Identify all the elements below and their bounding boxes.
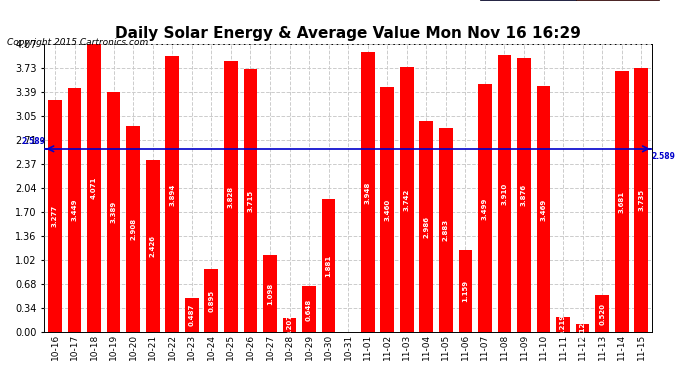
Text: 3.735: 3.735 [638,189,644,211]
Text: 0.120: 0.120 [580,317,586,339]
Bar [517,57,531,332]
Text: 3.742: 3.742 [404,189,410,211]
Text: 3.828: 3.828 [228,186,234,208]
Bar [634,68,648,332]
Bar [361,53,375,332]
Bar [204,269,218,332]
Bar [126,126,140,332]
Bar [595,296,609,332]
Text: 3.681: 3.681 [619,191,624,213]
Text: 3.894: 3.894 [169,183,175,206]
Text: 3.499: 3.499 [482,197,488,219]
Title: Daily Solar Energy & Average Value Mon Nov 16 16:29: Daily Solar Energy & Average Value Mon N… [115,26,581,41]
Text: 2.426: 2.426 [150,236,156,257]
Text: 3.449: 3.449 [72,199,77,221]
Text: 1.159: 1.159 [462,280,469,302]
Text: 3.460: 3.460 [384,199,391,221]
Text: 1.881: 1.881 [326,255,332,277]
Bar [439,128,453,332]
Bar [478,84,492,332]
Text: 0.520: 0.520 [599,303,605,325]
Text: 3.948: 3.948 [365,181,371,204]
Bar [497,55,511,332]
Text: 3.876: 3.876 [521,184,527,206]
Bar [615,71,629,332]
Text: 1.098: 1.098 [267,282,273,304]
Bar [556,317,570,332]
Bar [400,67,413,332]
Bar [420,121,433,332]
Bar [380,87,394,332]
Text: 2.883: 2.883 [443,219,448,241]
Text: 0.648: 0.648 [306,298,312,321]
Text: 2.908: 2.908 [130,218,136,240]
Bar [166,56,179,332]
Bar [302,286,316,332]
Bar [107,92,121,332]
Text: Copyright 2015 Cartronics.com: Copyright 2015 Cartronics.com [7,38,148,47]
Text: 2.986: 2.986 [423,216,429,237]
Text: 3.910: 3.910 [502,183,507,205]
Text: 3.277: 3.277 [52,205,58,227]
Bar [537,86,551,332]
Bar [68,88,81,332]
Text: 3.715: 3.715 [248,190,253,212]
Bar [48,100,62,332]
Text: 4.071: 4.071 [91,177,97,199]
Text: 0.207: 0.207 [286,314,293,336]
Bar [459,250,472,332]
Bar [263,255,277,332]
Bar [575,324,589,332]
Text: 0.219: 0.219 [560,314,566,336]
Bar [146,160,159,332]
Bar [185,298,199,332]
Text: 2.589: 2.589 [651,152,675,160]
Bar [244,69,257,332]
Bar [283,318,296,332]
Text: 3.469: 3.469 [540,198,546,220]
Text: 0.895: 0.895 [208,290,215,312]
Text: 2.589: 2.589 [21,137,46,146]
Text: 3.389: 3.389 [110,201,117,223]
Bar [322,199,335,332]
Text: 0.487: 0.487 [189,304,195,326]
Bar [224,61,238,332]
Bar [87,44,101,332]
